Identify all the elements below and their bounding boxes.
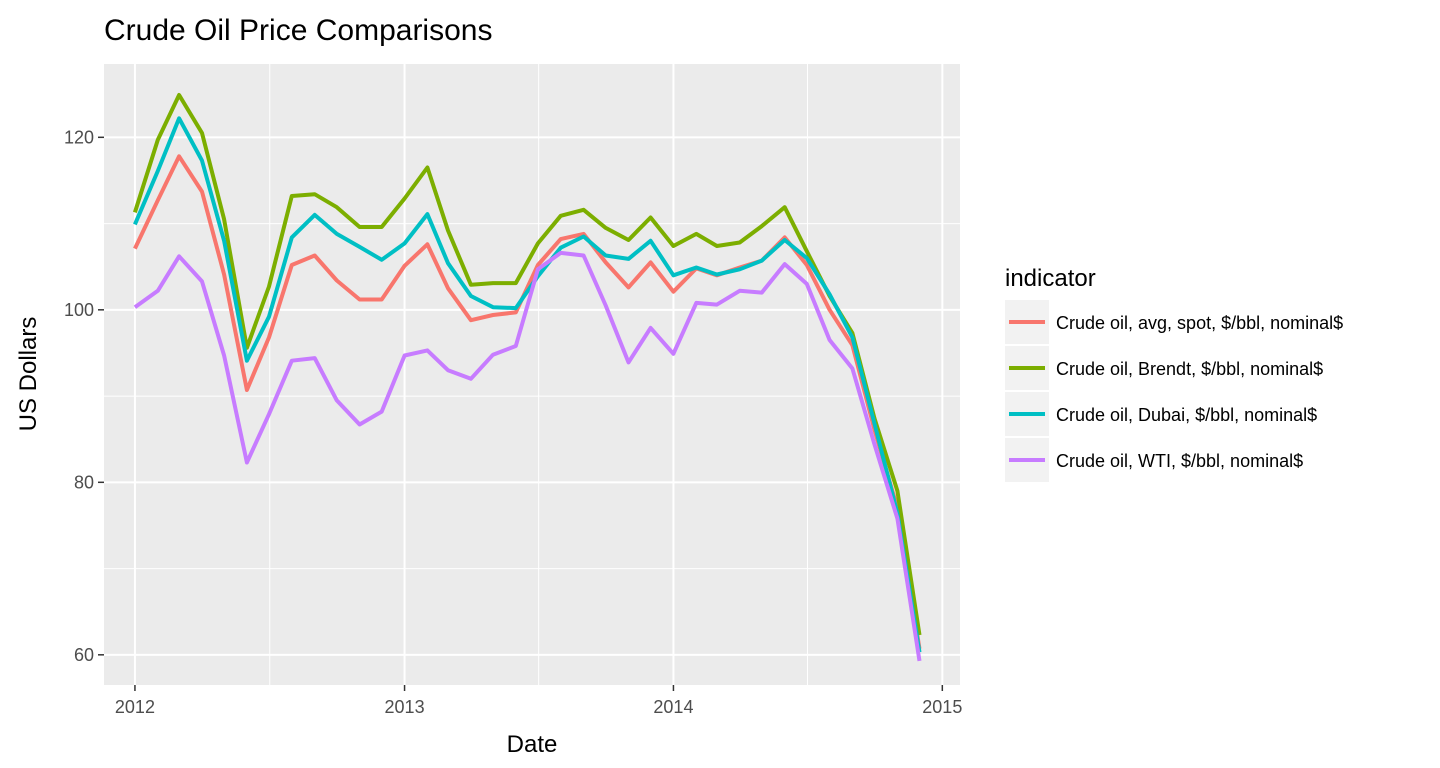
x-tick-label: 2012 xyxy=(115,697,155,717)
grid-major xyxy=(104,64,960,685)
x-axis: 2012 2013 2014 2015 xyxy=(115,685,962,717)
y-axis-title: US Dollars xyxy=(15,317,42,432)
series-line-2 xyxy=(132,93,922,636)
chart-title: Crude Oil Price Comparisons xyxy=(104,14,492,47)
x-tick-label: 2014 xyxy=(653,697,693,717)
x-tick-label: 2015 xyxy=(922,697,962,717)
grid-minor xyxy=(104,64,960,685)
series-lines xyxy=(132,93,922,662)
y-tick-label: 120 xyxy=(64,127,94,147)
y-tick-label: 100 xyxy=(64,300,94,320)
y-tick-label: 60 xyxy=(74,645,94,665)
legend-label-1: Crude oil, avg, spot, $/bbl, nominal$ xyxy=(1056,313,1343,333)
series-line-4 xyxy=(133,250,922,662)
legend-label-4: Crude oil, WTI, $/bbl, nominal$ xyxy=(1056,451,1303,471)
x-tick-label: 2013 xyxy=(385,697,425,717)
y-axis: 60 80 100 120 xyxy=(64,127,104,665)
legend-label-2: Crude oil, Brendt, $/bbl, nominal$ xyxy=(1056,359,1323,379)
series-line-3 xyxy=(133,116,922,653)
y-tick-label: 80 xyxy=(74,472,94,492)
legend: indicator Crude oil, avg, spot, $/bbl, n… xyxy=(1005,265,1343,482)
legend-title: indicator xyxy=(1005,265,1096,292)
plot-panel xyxy=(104,64,960,685)
legend-label-3: Crude oil, Dubai, $/bbl, nominal$ xyxy=(1056,405,1317,425)
x-axis-title: Date xyxy=(507,731,558,758)
